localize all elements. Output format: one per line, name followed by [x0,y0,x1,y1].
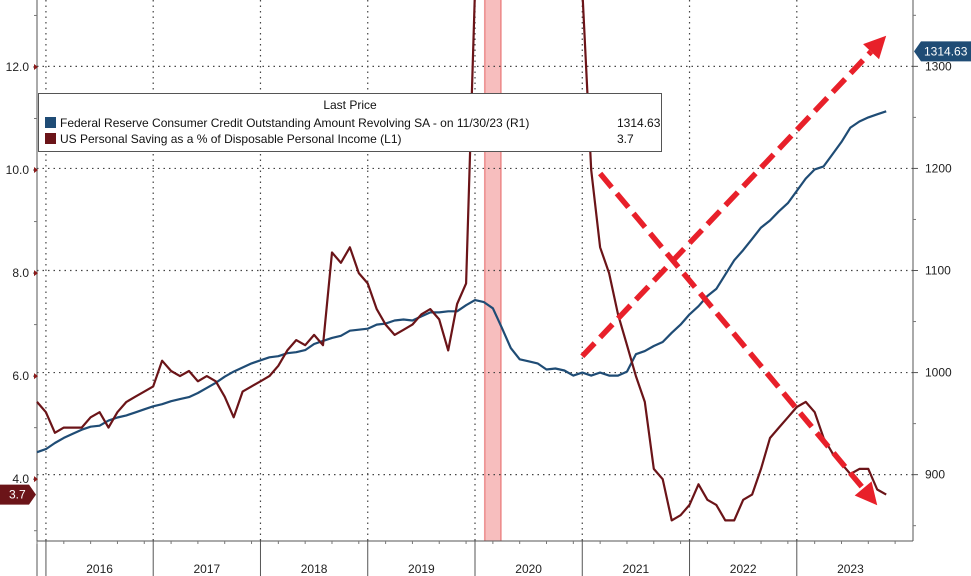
x-tick-label: 2017 [193,562,220,576]
y-right-tick-label: 1300 [925,59,952,73]
last-value-text-credit: 1314.63 [924,44,968,58]
y-right-tick-label: 1000 [925,366,952,380]
legend-entry-credit: Federal Reserve Consumer Credit Outstand… [45,115,529,131]
legend-entry-saving: US Personal Saving as a % of Disposable … [45,131,402,147]
x-tick-label: 2016 [86,562,113,576]
series-line-credit [36,110,887,454]
legend-value-saving: 3.7 [617,132,634,146]
last-value-label-credit: 1314.63 [914,41,971,62]
x-tick-label: 2022 [730,562,757,576]
x-tick-label: 2020 [515,562,542,576]
last-value-tag-credit [914,41,971,62]
legend-label-saving: US Personal Saving as a % of Disposable … [60,132,402,146]
y-left-tick-label: 4.0 [12,472,29,486]
gridlines [37,0,913,541]
y-left-tick-marker [34,270,38,277]
legend-header: Last Price [323,98,377,112]
y-left-tick-marker [34,167,38,174]
y-left-tick-marker [34,63,38,70]
series-line-saving [36,0,887,522]
arrows-layer [580,35,887,506]
last-value-text-saving: 3.7 [9,488,26,502]
y-left-tick-label: 8.0 [12,266,29,280]
last-value-tag-saving [0,484,36,505]
x-tick-label: 2019 [408,562,435,576]
x-tick-label: 2021 [623,562,650,576]
axes: 4.0 6.0 8.0 10.0 12.0 900 1000 1100 1200 1300 2016… [6,0,952,576]
x-tick-label: 2023 [837,562,864,576]
y-left-tick-label: 12.0 [6,60,30,74]
last-value-labels: 1314.63 3.7 [0,41,971,505]
y-right-tick-label: 1200 [925,161,952,175]
up-trend-arrow-head [863,35,887,60]
legend: Last Price Federal Reserve Consumer Cred… [38,93,662,152]
legend-swatch-credit [45,117,56,128]
x-tick-label: 2018 [301,562,328,576]
y-left-tick-label: 10.0 [6,163,30,177]
legend-label-credit: Federal Reserve Consumer Credit Outstand… [60,116,530,130]
series-layer [36,0,887,522]
y-right-tick-label: 1100 [925,264,951,278]
y-left-tick-marker [34,476,38,483]
legend-swatch-saving [45,133,56,144]
y-right-tick-label: 900 [925,468,945,482]
down-trend-arrow-head [854,481,878,506]
down-trend-arrow-shaft [598,171,866,491]
y-left-tick-marker [34,373,38,380]
legend-value-credit: 1314.63 [617,116,661,130]
last-value-label-saving: 3.7 [0,484,36,505]
up-trend-arrow-shaft [580,49,874,359]
y-left-tick-label: 6.0 [12,369,29,383]
